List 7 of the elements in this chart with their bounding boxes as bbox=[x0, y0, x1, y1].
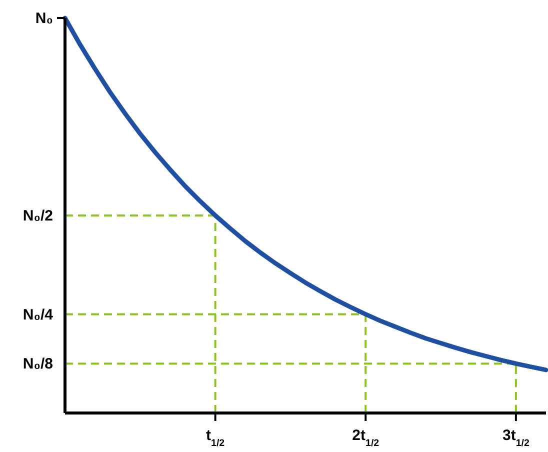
text: N₀ bbox=[35, 10, 53, 27]
x-tick-label: 2t$_{1/2}$ bbox=[352, 427, 380, 448]
x-tick-label: t$_{1/2}$ bbox=[206, 427, 226, 448]
ref-line-label: N₀/8 bbox=[22, 356, 53, 373]
ref-line-label: N₀/2 bbox=[22, 208, 53, 224]
x-tick-label: 3t$_{1/2}$ bbox=[502, 427, 530, 448]
ref-line-label: N₀/4 bbox=[22, 306, 54, 324]
